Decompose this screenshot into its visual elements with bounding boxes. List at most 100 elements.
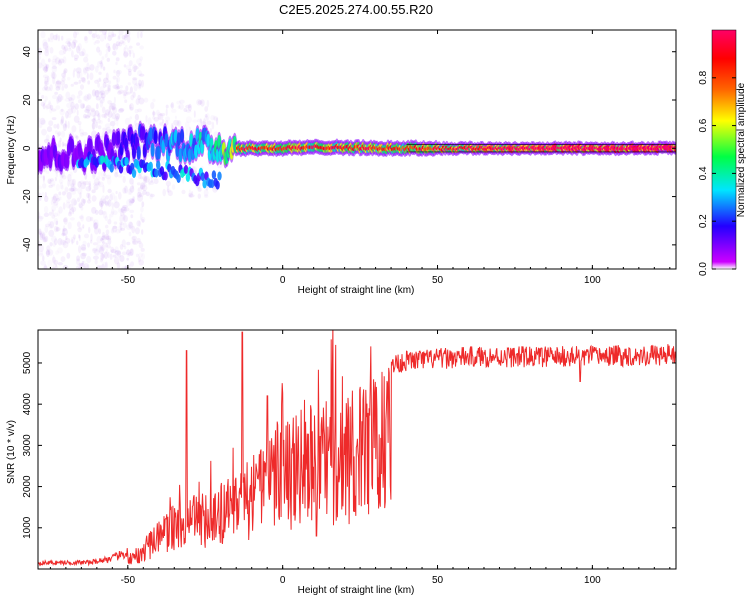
- spectrogram-noise-cell: [45, 105, 49, 111]
- spectrogram-noise-cell: [47, 37, 51, 42]
- spectrogram-noise-cell: [44, 223, 51, 228]
- spectrogram-noise-cell: [112, 254, 117, 258]
- spectrogram-noise-cell: [89, 216, 94, 222]
- spectrogram-noise-cell: [145, 191, 150, 197]
- spectrogram-noise-cell: [93, 222, 99, 230]
- spectrogram-noise-cell: [45, 63, 50, 69]
- spectrogram-noise-cell: [62, 225, 66, 233]
- spectrogram-noise-cell: [103, 251, 109, 259]
- spectrogram-noise-cell: [213, 116, 219, 122]
- spectrogram-noise-cell: [123, 47, 126, 54]
- spectrogram-noise-cell: [144, 175, 150, 183]
- spectrogram-noise-cell: [38, 174, 43, 179]
- spectrogram-noise-cell: [95, 121, 98, 129]
- spectrogram-noise-cell: [99, 99, 104, 108]
- spectrogram-noise-cell: [112, 84, 118, 89]
- spectrogram-noise-cell: [94, 226, 99, 235]
- spectrogram-noise-cell: [101, 56, 105, 60]
- spectrogram-noise-cell: [113, 117, 117, 122]
- spectrogram-noise-cell: [124, 117, 131, 126]
- x-tick-label: 0: [280, 275, 286, 286]
- y-tick-label: 2000: [22, 475, 33, 498]
- spectrogram-noise-cell: [124, 185, 128, 194]
- spectrogram-noise-cell: [46, 126, 53, 133]
- spectrogram-noise-cell: [138, 193, 144, 197]
- spectrogram-noise-cell: [52, 55, 58, 61]
- spectrogram-noise-cell: [78, 262, 85, 268]
- colorbar-ticks: 0.0 0.2 0.4 0.6 0.8: [698, 70, 736, 276]
- spectrogram-noise-cell: [104, 215, 108, 221]
- spectrogram-noise-cell: [99, 34, 105, 42]
- spectrogram-noise-cell: [54, 177, 58, 182]
- spectrogram-noise-cell: [52, 201, 59, 206]
- spectrogram-noise-cell: [80, 214, 84, 222]
- snr-panel: -50 0 50 100 1000 2000 3000 4000 5000 SNR (10 * …: [6, 329, 677, 596]
- spectrogram-noise-cell: [70, 94, 76, 101]
- spectrogram-noise-cell: [206, 120, 212, 126]
- spectrogram-noise-cell: [105, 195, 109, 200]
- spectrogram-noise-cell: [119, 214, 124, 223]
- spectrogram-noise-cell: [55, 86, 60, 91]
- spectrogram-noise-cell: [112, 107, 118, 114]
- spectrogram-noise-cell: [99, 62, 104, 70]
- spectrogram-noise-cell: [104, 89, 109, 95]
- spectrogram-noise-cell: [178, 103, 184, 110]
- spectrogram-noise-cell: [82, 113, 88, 119]
- spectrogram-noise-cell: [84, 67, 91, 71]
- spectrogram-noise-cell: [38, 55, 42, 61]
- spectrogram-noise-cell: [53, 259, 59, 265]
- spectrogram-noise-cell: [56, 97, 59, 105]
- spectrogram-noise-cell: [80, 252, 86, 260]
- x-tick-label: 100: [584, 575, 601, 586]
- spectrogram-noise-cell: [152, 111, 156, 116]
- spectrogram-noise-cell: [70, 165, 73, 171]
- spectrogram-noise-cell: [41, 191, 45, 198]
- spectrogram-noise-cell: [65, 110, 69, 119]
- spectrogram-noise-cell: [58, 206, 63, 214]
- spectrogram-noise-cell: [99, 30, 103, 33]
- spectrogram-noise-cell: [111, 202, 114, 209]
- spectrogram-noise-cell: [128, 187, 133, 196]
- spectrogram-noise-cell: [128, 60, 133, 67]
- spectrogram-noise-cell: [153, 178, 159, 185]
- spectrogram-noise-cell: [136, 192, 140, 198]
- spectrogram-noise-cell: [93, 178, 100, 186]
- spectrogram-noise-cell: [96, 78, 102, 83]
- spectrogram-noise-cell: [134, 227, 140, 235]
- spectrogram-noise-cell: [132, 195, 135, 204]
- spectrogram-noise-cell: [128, 198, 135, 204]
- spectrogram-noise-cell: [127, 68, 132, 73]
- spectrogram-noise-cell: [129, 185, 135, 193]
- spectrogram-noise-cell: [140, 247, 145, 252]
- spectrogram-noise-cell: [57, 210, 60, 217]
- spectrogram-noise-cell: [62, 56, 67, 64]
- spectrogram-noise-cell: [77, 187, 83, 195]
- spectrogram-noise-cell: [84, 115, 91, 119]
- spectrogram-noise-cell: [51, 214, 56, 219]
- spectrogram-noise-cell: [127, 82, 131, 86]
- spectrogram-noise-cell: [181, 189, 186, 195]
- spectrogram-noise-cell: [98, 60, 102, 65]
- spectrogram-noise-cell: [62, 191, 66, 196]
- spectrogram-noise-cell: [130, 261, 135, 267]
- spectrogram-noise-cell: [73, 234, 76, 240]
- spectrogram-noise-cell: [115, 190, 118, 195]
- spectrogram-noise-cell: [87, 111, 91, 118]
- spectrogram-noise-cell: [133, 65, 139, 70]
- spectrogram-noise-cell: [119, 40, 124, 44]
- spectrogram-branch-cell: [102, 162, 107, 172]
- spectrogram-noise-cell: [114, 250, 121, 256]
- spectrogram-noise-cell: [115, 113, 120, 120]
- spectrogram-noise-cell: [105, 83, 111, 88]
- spectrogram-noise-cell: [51, 65, 58, 70]
- spectrogram-noise-cell: [58, 50, 65, 56]
- spectrogram-noise-cell: [70, 236, 76, 244]
- spectrogram-noise-cell: [90, 109, 97, 117]
- spectrogram-noise-cell: [80, 104, 84, 109]
- spectrogram-noise-cell: [108, 105, 112, 112]
- spectrogram-noise-cell: [157, 113, 164, 121]
- spectrogram-noise-cell: [38, 250, 41, 256]
- spectrogram-noise-cell: [75, 31, 79, 35]
- spectrogram-noise-cell: [114, 195, 118, 204]
- spectrogram-noise-cell: [134, 120, 137, 126]
